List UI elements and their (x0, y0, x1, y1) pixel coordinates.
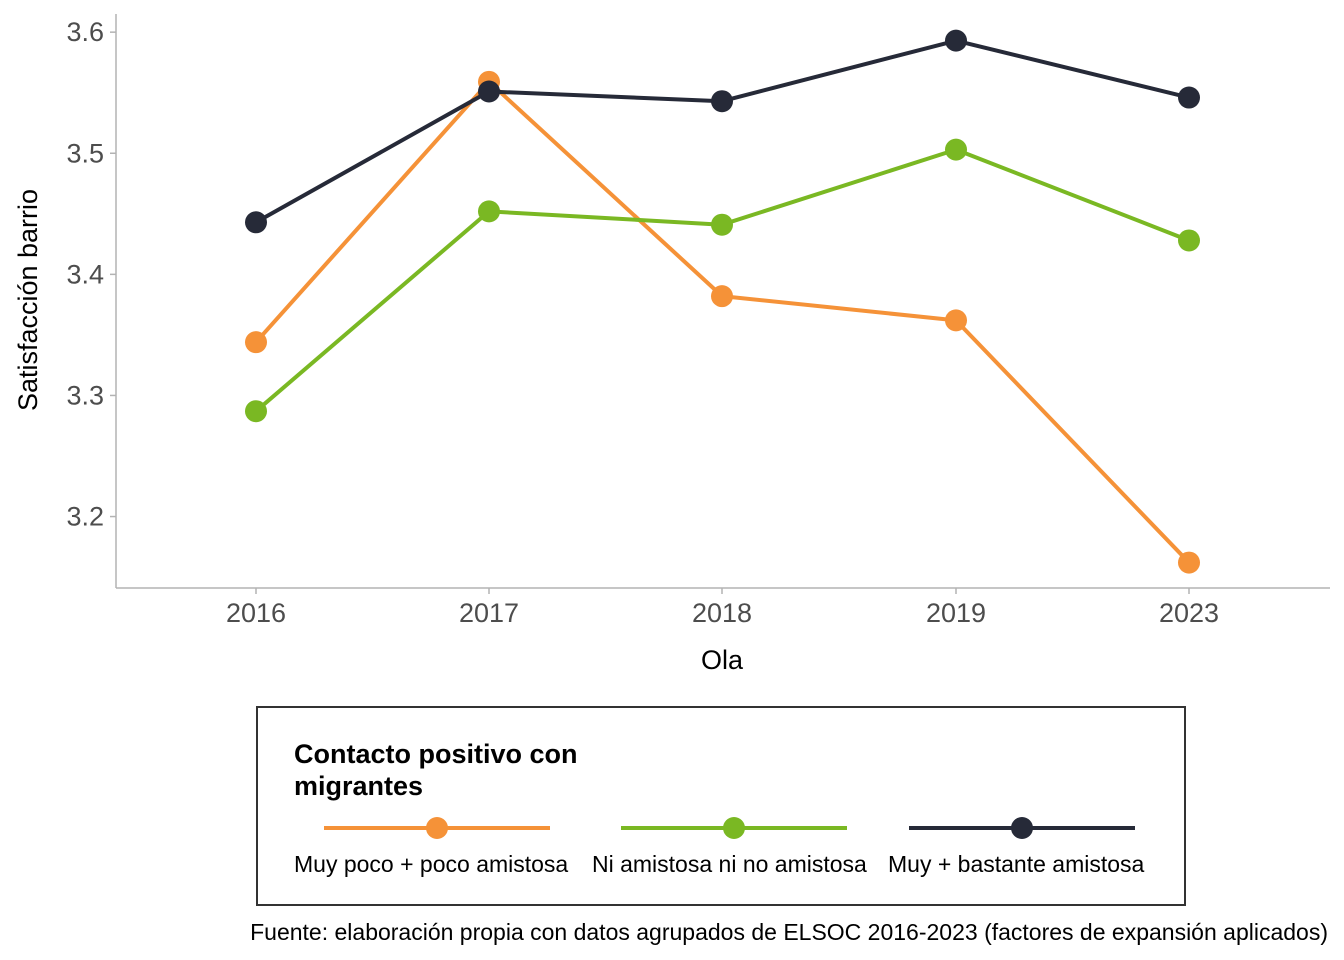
series-1-point-2019 (945, 309, 967, 332)
series-layer (245, 29, 1200, 574)
y-tick-label: 3.4 (66, 259, 104, 289)
x-tick-label: 2023 (1159, 598, 1219, 628)
series-3-point-2018 (711, 90, 733, 113)
legend: Contacto positivo con migrantes Muy poco… (256, 706, 1186, 906)
y-tick-label: 3.5 (66, 138, 104, 168)
x-axis-title: Ola (701, 645, 744, 675)
series-line-1 (254, 79, 1191, 565)
series-3-point-2019 (945, 29, 967, 52)
legend-key-point-2 (723, 817, 745, 839)
series-2-point-2019 (945, 138, 967, 161)
legend-label-muy-poco: Muy poco + poco amistosa (294, 851, 569, 877)
legend-label-muy-bastante: Muy + bastante amistosa (888, 851, 1145, 877)
series-3-point-2016 (245, 211, 267, 234)
series-1-point-2016 (245, 331, 267, 354)
series-2-point-2016 (245, 400, 267, 423)
y-axis-title: Satisfacción barrio (13, 189, 43, 411)
x-tick-label: 2017 (459, 598, 519, 628)
series-2-point-2023 (1178, 229, 1200, 252)
x-tick-label: 2016 (226, 598, 286, 628)
series-1-point-2023 (1178, 551, 1200, 574)
y-tick-label: 3.2 (66, 502, 104, 532)
x-tick-label: 2019 (926, 598, 986, 628)
legend-key-point-3 (1011, 817, 1033, 839)
series-2-point-2018 (711, 213, 733, 236)
legend-key-point-1 (426, 817, 448, 839)
series-3-point-2023 (1178, 86, 1200, 109)
source-caption: Fuente: elaboración propia con datos agr… (250, 919, 1328, 945)
series-line-3 (254, 38, 1191, 225)
series-2-point-2017 (478, 200, 500, 223)
legend-keys (324, 817, 1135, 839)
x-axis-ticks: 2016 2017 2018 2019 2023 (226, 588, 1219, 628)
y-axis-ticks: 3.2 3.3 3.4 3.5 3.6 (66, 17, 116, 532)
x-tick-label: 2018 (692, 598, 752, 628)
legend-label-ni-amistosa: Ni amistosa ni no amistosa (592, 851, 867, 877)
y-tick-label: 3.3 (66, 380, 104, 410)
y-tick-label: 3.6 (66, 17, 104, 47)
series-1-point-2018 (711, 285, 733, 308)
series-3-point-2017 (478, 80, 500, 103)
legend-title: Contacto positivo con migrantes (294, 739, 578, 801)
line-chart: 3.2 3.3 3.4 3.5 3.6 2016 2017 2018 2019 2023 Ola… (13, 14, 1330, 675)
series-line-2 (254, 147, 1191, 414)
